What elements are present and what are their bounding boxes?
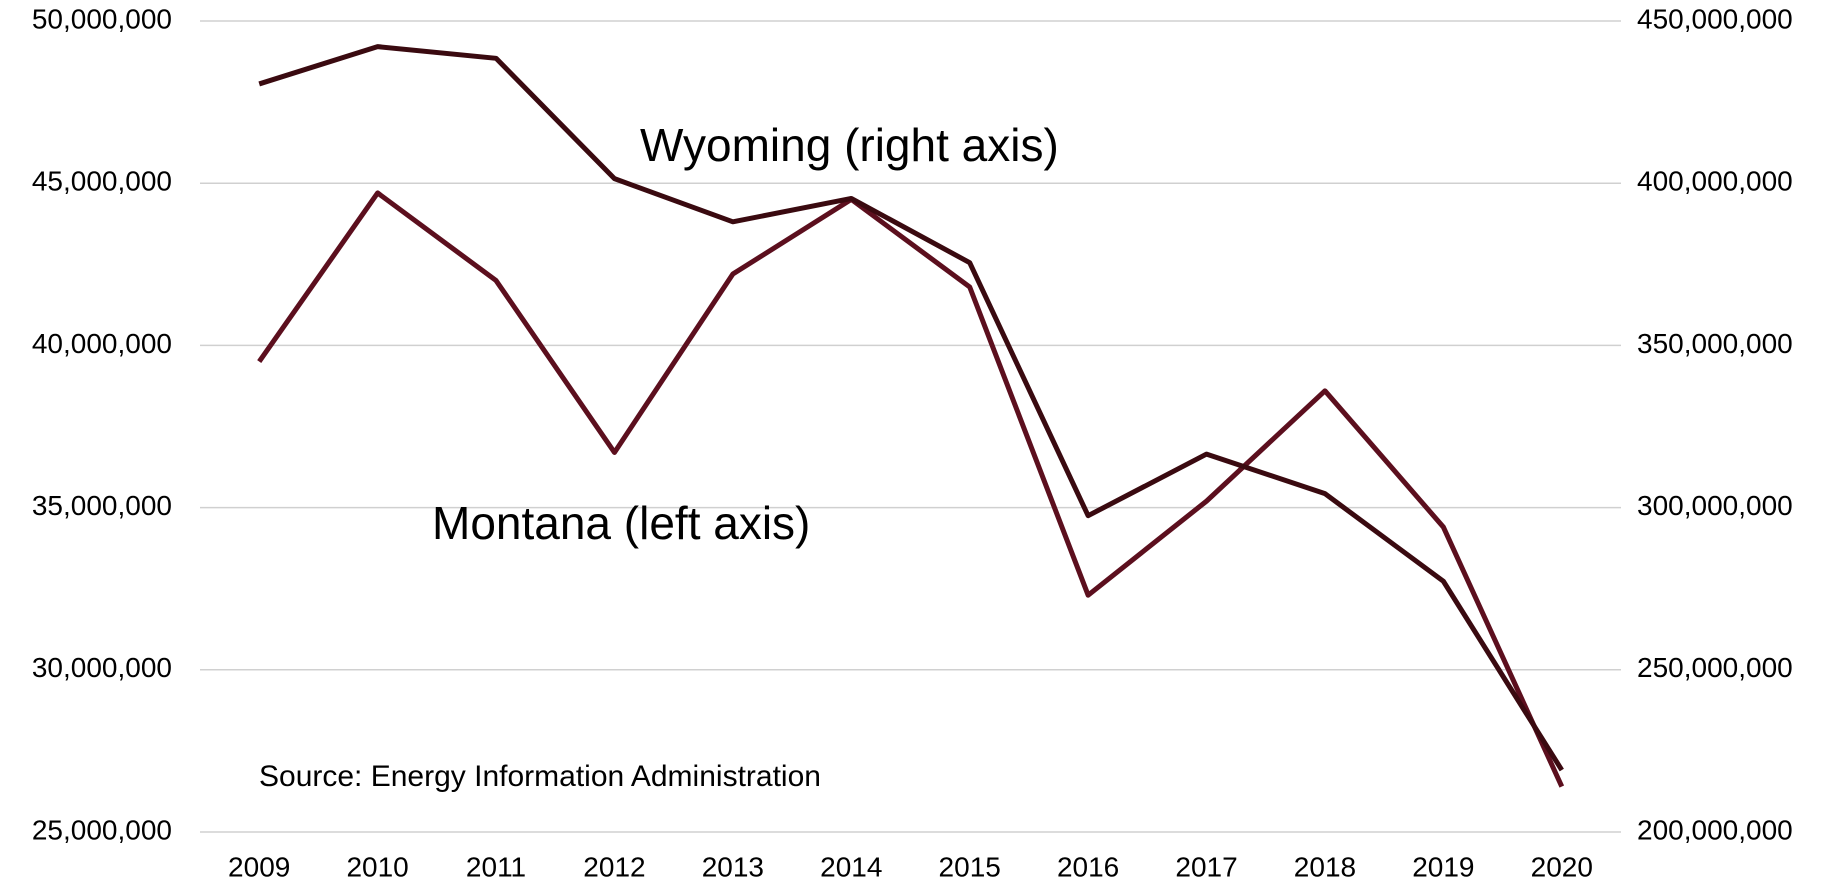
x-tick-label: 2010 <box>346 851 408 882</box>
y-tick-label: 25,000,000 <box>32 814 172 845</box>
y-tick-label: 50,000,000 <box>32 3 172 34</box>
x-tick-label: 2014 <box>820 851 882 882</box>
y2-tick-label: 350,000,000 <box>1637 328 1793 359</box>
x-tick-label: 2015 <box>939 851 1001 882</box>
x-tick-label: 2018 <box>1294 851 1356 882</box>
y2-tick-label: 400,000,000 <box>1637 166 1793 197</box>
y-tick-label: 30,000,000 <box>32 652 172 683</box>
y2-tick-label: 450,000,000 <box>1637 3 1793 34</box>
y2-tick-label: 300,000,000 <box>1637 490 1793 521</box>
series-annotation: Wyoming (right axis) <box>640 119 1059 171</box>
y-tick-label: 45,000,000 <box>32 166 172 197</box>
series-annotation: Montana (left axis) <box>432 497 810 549</box>
y-tick-label: 40,000,000 <box>32 328 172 359</box>
x-tick-label: 2019 <box>1412 851 1474 882</box>
y2-tick-label: 250,000,000 <box>1637 652 1793 683</box>
series-line <box>257 190 1565 788</box>
x-tick-label: 2016 <box>1057 851 1119 882</box>
x-tick-label: 2009 <box>228 851 290 882</box>
series-line <box>258 44 1564 772</box>
x-tick-label: 2017 <box>1175 851 1237 882</box>
y2-tick-label: 200,000,000 <box>1637 814 1793 845</box>
x-tick-label: 2020 <box>1531 851 1593 882</box>
x-tick-label: 2012 <box>583 851 645 882</box>
x-tick-label: 2013 <box>702 851 764 882</box>
y-tick-label: 35,000,000 <box>32 490 172 521</box>
x-tick-label: 2011 <box>466 851 526 882</box>
source-note: Source: Energy Information Administratio… <box>259 760 821 793</box>
